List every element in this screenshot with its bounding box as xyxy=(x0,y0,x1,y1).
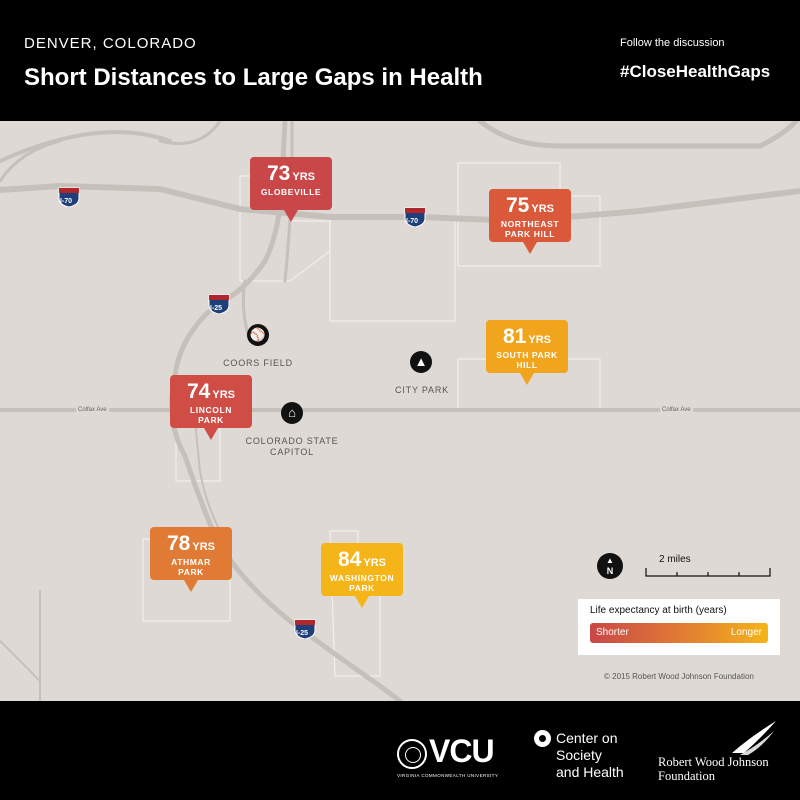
city-park-label: CITY PARK xyxy=(395,385,449,395)
cshealth-line2: Society xyxy=(556,747,602,763)
marker-name: LINCOLN PARK xyxy=(190,405,232,425)
i25-shield-north xyxy=(208,294,230,314)
marker-value: 73 xyxy=(267,162,291,185)
vcu-logo[interactable]: VCU VIRGINIA COMMONWEALTH UNIVERSITY xyxy=(397,733,512,781)
marker-name: GLOBEVILLE xyxy=(260,187,322,197)
road-nw xyxy=(0,130,172,163)
boundary-northeast-park-hill xyxy=(457,162,601,267)
marker-pointer xyxy=(523,242,537,254)
location-label: DENVER, COLORADO xyxy=(24,35,197,52)
footer: VCU VIRGINIA COMMONWEALTH UNIVERSITY Cen… xyxy=(0,701,800,800)
baseball-icon[interactable]: ⚾ xyxy=(247,324,269,346)
vcu-wordmark: VCU xyxy=(429,733,495,769)
road-ne xyxy=(477,121,763,149)
scale-ticks xyxy=(645,568,771,577)
i70-shield-west xyxy=(58,187,80,207)
colfax-label-east: Colfax Ave xyxy=(660,407,693,413)
legend: Life expectancy at birth (years) Shorter… xyxy=(578,599,780,655)
colfax-label-west: Colfax Ave xyxy=(76,407,109,413)
vcu-seal-icon xyxy=(397,739,427,769)
marker-value: 78 xyxy=(167,532,191,555)
marker-unit: YRS xyxy=(531,203,554,215)
marker-globeville[interactable]: 73 YRS GLOBEVILLE xyxy=(250,157,332,222)
follow-label: Follow the discussion xyxy=(620,37,725,49)
road-s1 xyxy=(194,420,221,532)
marker-name: WASHINGTON PARK xyxy=(329,573,395,593)
north-arrow-icon: ▲ N xyxy=(597,553,623,579)
scale-bar: ▲ N 2 miles xyxy=(597,550,777,586)
marker-pointer xyxy=(355,596,369,608)
hashtag-link[interactable]: #CloseHealthGaps xyxy=(620,62,771,81)
marker-value: 75 xyxy=(506,194,530,217)
i25-south-label: I-25 xyxy=(296,630,309,637)
coors-field-label: COORS FIELD xyxy=(223,358,293,368)
marker-south-park-hill[interactable]: 81 YRS SOUTH PARK HILL xyxy=(486,320,568,385)
i70-shield-east xyxy=(404,207,426,227)
marker-unit: YRS xyxy=(212,389,235,401)
marker-pointer xyxy=(204,428,218,440)
marker-unit: YRS xyxy=(192,541,215,553)
road-sw2 xyxy=(0,640,41,682)
copyright: © 2015 Robert Wood Johnson Foundation xyxy=(604,672,754,681)
vcu-subtitle: VIRGINIA COMMONWEALTH UNIVERSITY xyxy=(397,773,499,778)
marker-pointer xyxy=(284,210,298,222)
road-ne2 xyxy=(757,121,800,149)
marker-lincoln-park[interactable]: 74 YRS LINCOLN PARK xyxy=(170,375,252,440)
cshealth-icon xyxy=(534,730,551,747)
cshealth-line3: and Health xyxy=(556,764,624,780)
capitol-label-line1: COLORADO STATE xyxy=(245,436,339,446)
rwjf-line1: Robert Wood Johnson xyxy=(658,755,769,769)
marker-name: NORTHEAST PARK HILL xyxy=(500,219,560,239)
tree-icon[interactable]: ▲ xyxy=(410,351,432,373)
scale-label: 2 miles xyxy=(659,554,691,565)
i70-road xyxy=(0,183,800,224)
rwjf-logo[interactable]: Robert Wood Johnson Foundation xyxy=(658,719,788,783)
legend-longer: Longer xyxy=(730,627,762,638)
marker-northeast-park-hill[interactable]: 75 YRS NORTHEAST PARK HILL xyxy=(489,189,571,254)
cshealth-logo[interactable]: Center on Society and Health xyxy=(534,730,644,782)
header: DENVER, COLORADO Short Distances to Larg… xyxy=(0,0,800,121)
i25-road xyxy=(169,121,403,701)
marker-value: 81 xyxy=(503,325,527,348)
capitol-label: COLORADO STATE CAPITOL xyxy=(236,436,348,458)
marker-unit: YRS xyxy=(528,334,551,346)
i70-east-label: I-70 xyxy=(406,218,419,225)
marker-unit: YRS xyxy=(363,557,386,569)
capitol-icon[interactable]: ⌂ xyxy=(281,402,303,424)
legend-title: Life expectancy at birth (years) xyxy=(590,605,727,616)
marker-name: SOUTH PARK HILL xyxy=(496,350,558,370)
i25-north-label: I-25 xyxy=(210,305,223,312)
road-nw2 xyxy=(0,139,62,183)
marker-value: 84 xyxy=(338,548,362,571)
boundary-central xyxy=(329,215,456,322)
marker-value: 74 xyxy=(187,380,211,403)
i25-shield-south xyxy=(294,619,316,639)
i70-west-label: I-70 xyxy=(60,198,73,205)
marker-pointer xyxy=(520,373,534,385)
marker-washington-park[interactable]: 84 YRS WASHINGTON PARK xyxy=(321,543,403,608)
marker-unit: YRS xyxy=(292,171,315,183)
cshealth-line1: Center on xyxy=(556,730,618,746)
legend-gradient: Shorter Longer xyxy=(590,623,768,643)
road-nw3 xyxy=(158,121,222,145)
marker-pointer xyxy=(184,580,198,592)
rwjf-bird-icon xyxy=(732,721,776,755)
marker-name: ATHMAR PARK xyxy=(171,557,211,577)
legend-shorter: Shorter xyxy=(596,627,629,638)
map[interactable]: I-70 I-70 I-25 I-25 Colfax Ave Colfax Av… xyxy=(0,121,800,701)
capitol-label-line2: CAPITOL xyxy=(270,447,314,457)
marker-athmar-park[interactable]: 78 YRS ATHMAR PARK xyxy=(150,527,232,592)
page-title: Short Distances to Large Gaps in Health xyxy=(24,64,483,91)
rwjf-line2: Foundation xyxy=(658,769,715,783)
